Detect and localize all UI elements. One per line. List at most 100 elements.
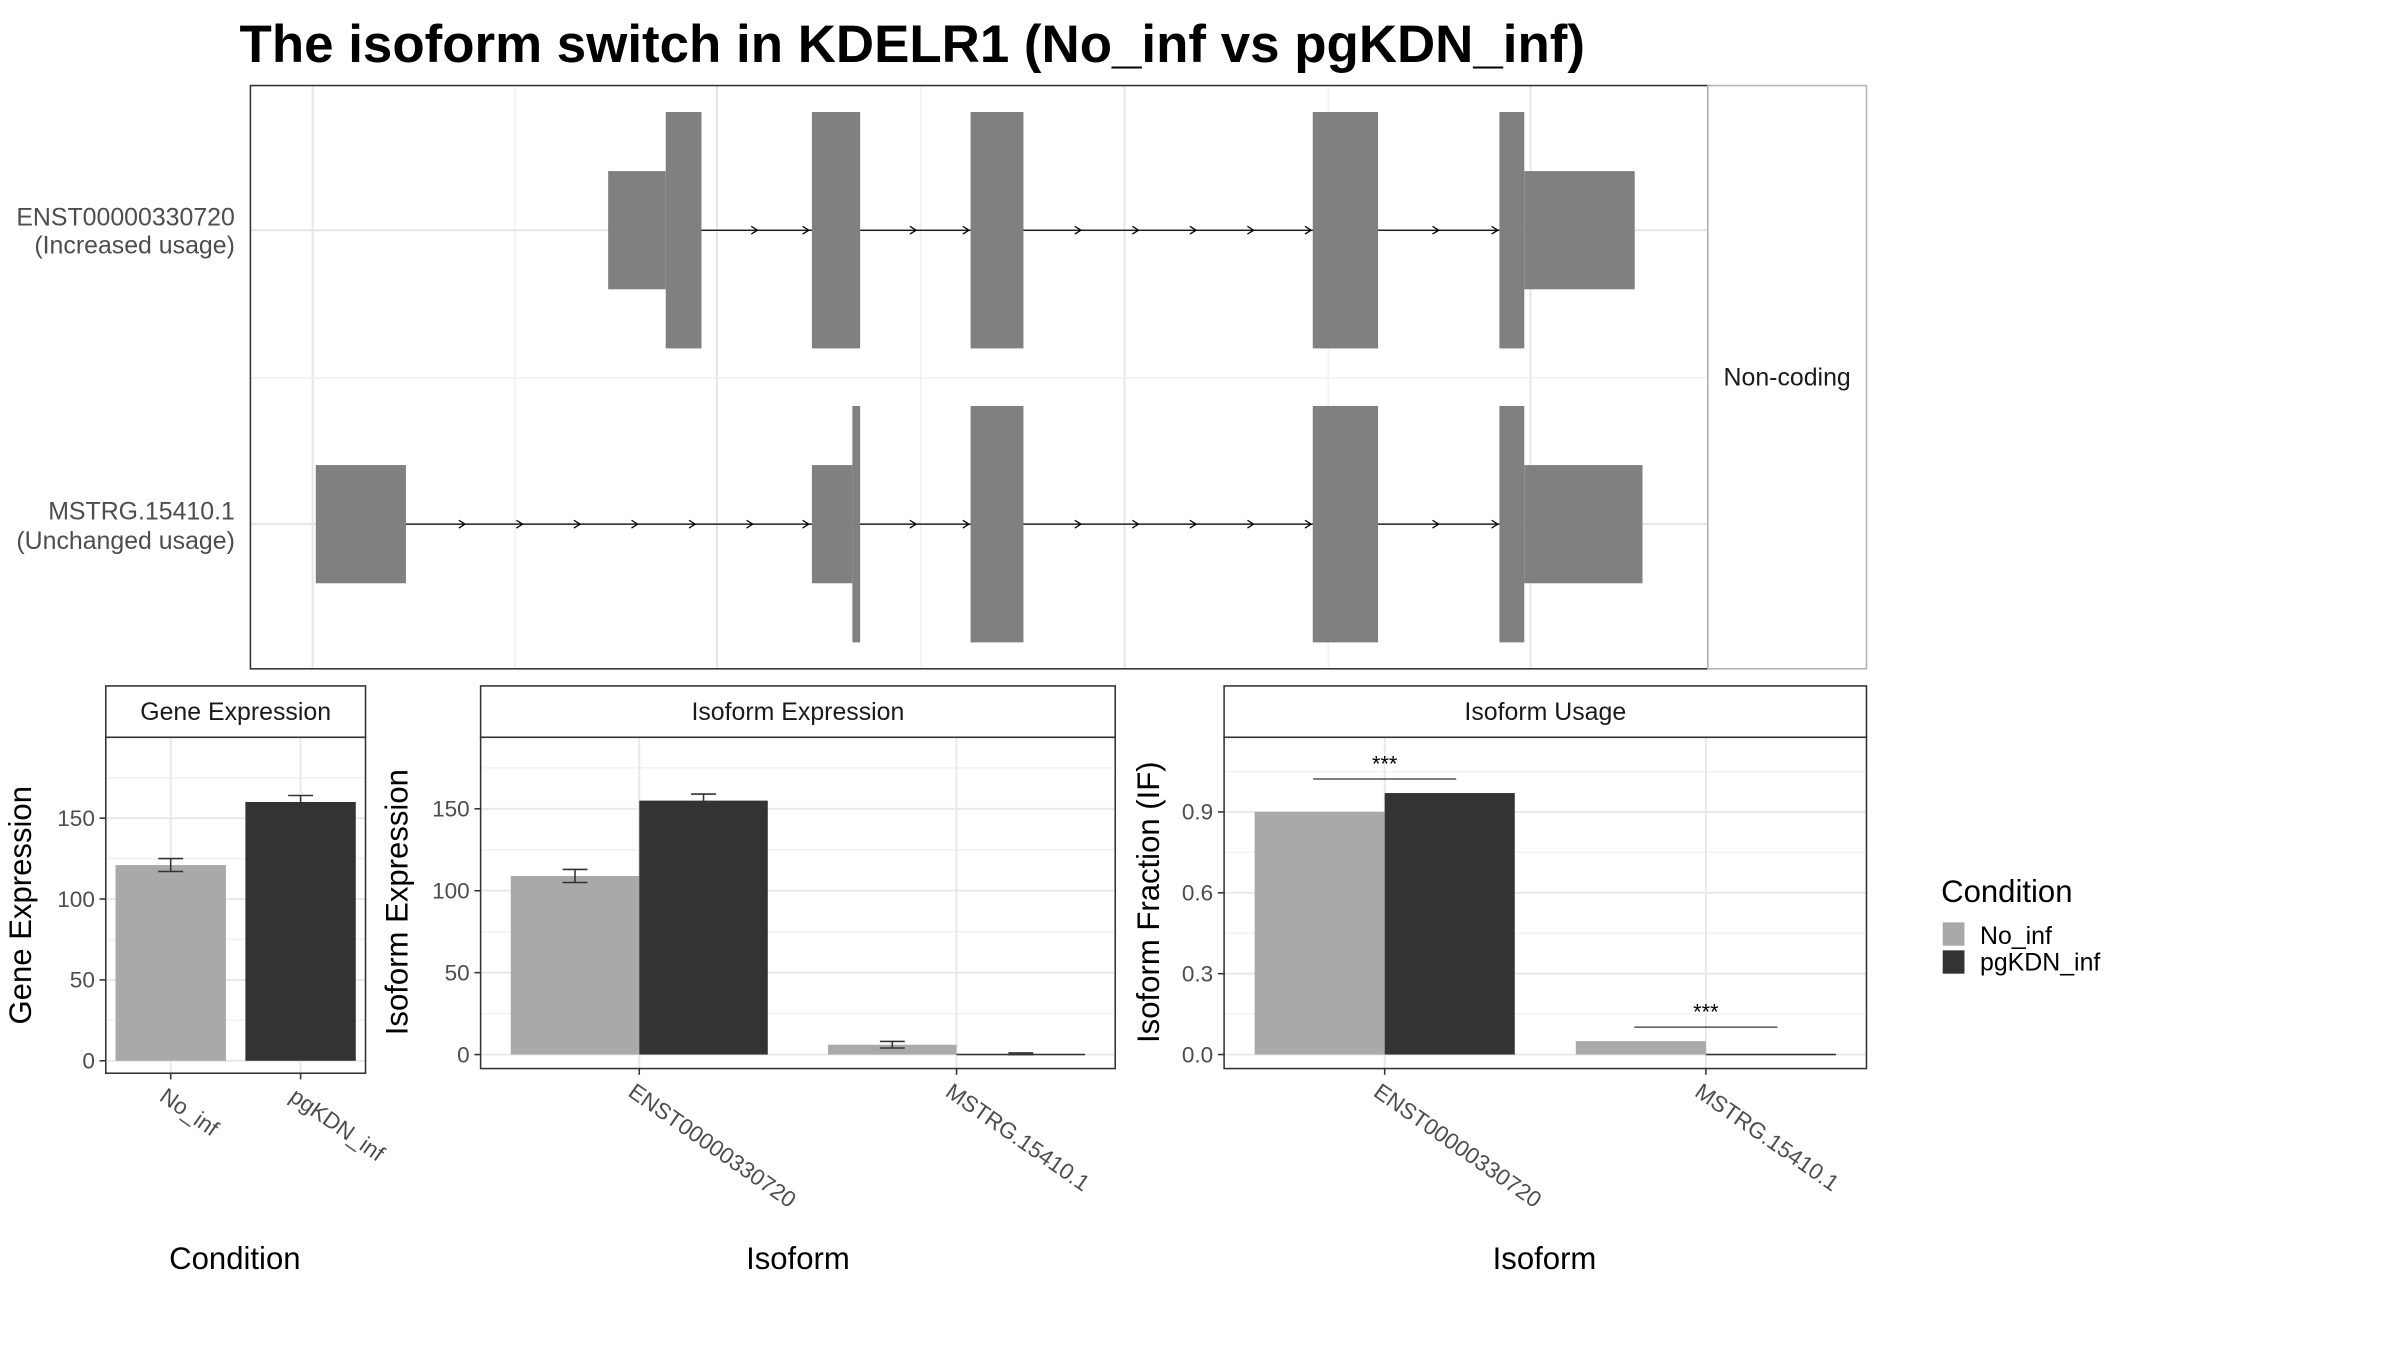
bar-pgKDN_inf-MSTRG.15410.1 [1705, 1053, 1836, 1056]
legend-swatch-no-inf [1942, 922, 1965, 946]
isoform-2-direction-arrow [1132, 519, 1140, 529]
y-tick-label: 150 [57, 806, 95, 831]
bar-No_inf-MSTRG.15410.1 [1575, 1041, 1706, 1055]
isoform-1-exon [1499, 111, 1525, 349]
bar-No_inf-MSTRG.15410.1 [828, 1044, 957, 1055]
y-tick-label: 0.9 [1182, 800, 1213, 825]
isoform-1-direction-arrow [750, 225, 759, 235]
exon-blocks [315, 111, 1643, 643]
panel-strip [1223, 685, 1868, 739]
bar-No_inf [115, 865, 226, 1061]
x-tick-label: ENST00000330720 [624, 1079, 801, 1213]
isoform-2-direction-arrow [631, 519, 639, 529]
y-axis-title: Isoform Fraction (IF) [1131, 761, 1166, 1043]
isoform-2-exon [315, 465, 406, 584]
x-tick-label: pgKDN_inf [285, 1083, 389, 1166]
isoform-label-1-id: ENST00000330720 [16, 204, 235, 232]
isoform-2-direction-arrow [458, 519, 467, 529]
y-tick-label: 50 [70, 968, 95, 993]
isoform-2-direction-arrow [746, 519, 754, 529]
isoform-1-exon [1312, 111, 1379, 349]
isoform-label-1-usage: (Increased usage) [34, 232, 234, 260]
y-tick-label: 50 [445, 960, 470, 985]
x-axis-title: Condition [169, 1241, 300, 1276]
bar-pgKDN_inf-ENST00000330720 [1384, 793, 1515, 1055]
panel-strip [104, 685, 367, 739]
isoform-1-exon [970, 111, 1024, 349]
isoform-2-direction-arrow [1491, 519, 1500, 529]
legend-label-no-inf: No_inf [1980, 922, 2052, 950]
isoform-1-direction-arrow [909, 225, 918, 235]
isoform-2-direction-arrow [688, 519, 697, 529]
isoform-2-exon [970, 405, 1024, 643]
figure-title: The isoform switch in KDELR1 (No_inf vs … [240, 15, 1585, 74]
panel-strip-label: Gene Expression [140, 698, 331, 726]
y-axis-title: Isoform Expression [380, 769, 415, 1035]
x-tick-label: MSTRG.15410.1 [1691, 1079, 1844, 1197]
isoform-2-exon [1312, 405, 1379, 643]
isoform-2-direction-arrow [516, 519, 524, 529]
panel-1: 0 50 100 150 No_inf pgKDN_inf Gene Expression C… [3, 685, 390, 1276]
x-tick-label: MSTRG.15410.1 [941, 1079, 1094, 1197]
x-tick-label: No_inf [155, 1083, 223, 1141]
y-tick-label: 100 [432, 879, 470, 904]
y-tick-label: 0 [82, 1049, 95, 1074]
bar-No_inf-ENST00000330720 [510, 875, 640, 1055]
isoform-1-direction-arrow [1304, 225, 1313, 235]
isoform-1-direction-arrow [1074, 225, 1083, 235]
isoform-1-exon [608, 171, 666, 290]
isoform-2-direction-arrow [573, 519, 582, 529]
panel-2: 0 50 100 150 ENST00000330720 MSTRG.15410.1 Iso… [380, 685, 1116, 1276]
isoform-1-direction-arrow [1491, 225, 1500, 235]
panel-3: 0.0 0.3 0.6 0.9 *** *** ENST00000330720 MSTRG.1… [1131, 685, 1868, 1276]
isoform-2-direction-arrow [909, 519, 918, 529]
significance-label: *** [1372, 751, 1398, 776]
structure-facet-strip [1707, 84, 1868, 670]
y-tick-label: 0 [457, 1042, 470, 1067]
bar-panels: 0 50 100 150 No_inf pgKDN_inf Gene Expression C… [3, 685, 1868, 1276]
y-tick-label: 0.3 [1182, 961, 1213, 986]
structure-facet-label: Non-coding [1724, 364, 1851, 392]
y-tick-label: 100 [57, 887, 95, 912]
isoform-1-exon [811, 111, 861, 349]
significance-label: *** [1693, 999, 1719, 1024]
isoform-1-direction-arrow [1132, 225, 1140, 235]
isoform-1-direction-arrow [1189, 225, 1198, 235]
x-axis-title: Isoform [746, 1241, 850, 1276]
isoform-2-exon [1499, 405, 1525, 643]
isoform-2-direction-arrow [1247, 519, 1255, 529]
isoform-2-exon [811, 465, 853, 584]
legend-label-pgkdn-inf: pgKDN_inf [1980, 949, 2100, 977]
legend-swatch-pgkdn-inf [1942, 950, 1965, 974]
panel-strip-label: Isoform Usage [1464, 698, 1626, 726]
y-axis-title: Gene Expression [3, 786, 38, 1025]
bar-pgKDN_inf-ENST00000330720 [639, 800, 768, 1055]
isoform-2-direction-arrow [1304, 519, 1313, 529]
bar-pgKDN_inf [245, 801, 356, 1061]
isoform-2-exon [852, 405, 861, 643]
panel-strip [479, 685, 1116, 739]
isoform-2-exon [1524, 465, 1643, 584]
isoform-label-2-id: MSTRG.15410.1 [48, 498, 235, 526]
x-tick-label: ENST00000330720 [1369, 1079, 1546, 1213]
bar-No_inf-ENST00000330720 [1254, 811, 1385, 1055]
x-axis-title: Isoform [1493, 1241, 1597, 1276]
isoform-2-direction-arrow [962, 519, 971, 529]
panel-strip-label: Isoform Expression [691, 698, 904, 726]
isoform-1-direction-arrow [802, 225, 810, 235]
isoform-structure-panel: Non-coding ENST00000330720 (Increased us… [16, 84, 1868, 670]
isoform-2-direction-arrow [1189, 519, 1198, 529]
isoform-2-direction-arrow [1432, 519, 1440, 529]
isoform-1-direction-arrow [1247, 225, 1255, 235]
isoform-1-exon [1524, 171, 1635, 290]
isoform-2-direction-arrow [802, 519, 810, 529]
legend: Condition No_inf pgKDN_inf [1941, 874, 2100, 976]
y-tick-label: 0.0 [1182, 1042, 1213, 1067]
legend-title: Condition [1941, 874, 2072, 909]
y-tick-label: 150 [432, 797, 470, 822]
isoform-1-direction-arrow [1432, 225, 1440, 235]
isoform-1-direction-arrow [962, 225, 971, 235]
y-tick-label: 0.6 [1182, 881, 1213, 906]
